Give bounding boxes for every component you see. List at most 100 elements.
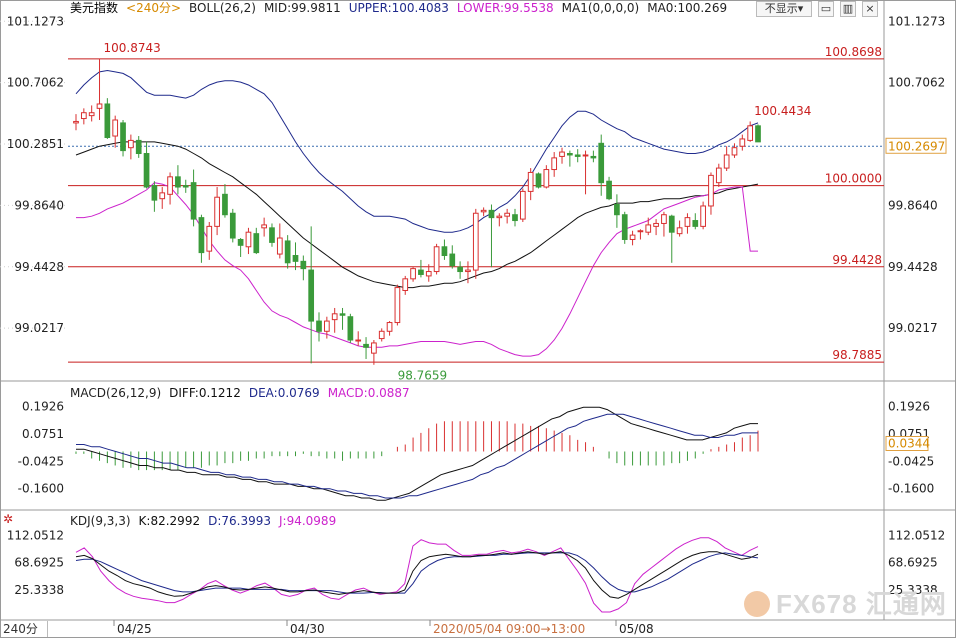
candle-body: [371, 342, 377, 354]
candle: [151, 181, 158, 212]
candle: [731, 143, 738, 158]
candle: [88, 105, 95, 122]
candle: [167, 172, 173, 205]
candle-body: [621, 214, 628, 240]
candle: [504, 208, 511, 224]
macd-name: MACD(26,12,9): [70, 386, 162, 400]
kdj-y-tick-right: 68.6925: [888, 556, 938, 570]
candle-body: [128, 139, 134, 149]
candle: [229, 208, 236, 243]
candle-body: [739, 138, 746, 147]
candle: [621, 211, 628, 244]
candle-body: [80, 112, 87, 120]
candle: [692, 213, 699, 230]
candle-body: [378, 330, 385, 340]
candle: [175, 165, 181, 195]
candle: [488, 204, 495, 268]
candle-body: [629, 234, 636, 240]
candle-body: [347, 316, 354, 341]
candle: [214, 187, 220, 236]
candle-body: [112, 119, 119, 137]
candle: [284, 235, 291, 269]
candle-body: [590, 155, 597, 159]
macd-y-tick: 0.1926: [22, 400, 64, 414]
candle-body: [410, 268, 416, 280]
candle: [700, 201, 706, 230]
candle: [598, 134, 605, 196]
candle: [292, 242, 299, 271]
candle: [323, 316, 330, 339]
candle: [512, 208, 518, 227]
candle: [355, 331, 362, 346]
candle-body: [198, 217, 205, 254]
ma0-value: MA0:100.269: [647, 1, 728, 15]
candle-body: [527, 171, 534, 192]
candle: [715, 163, 722, 188]
candle-body: [135, 139, 142, 155]
macd-y-tick: 0.0751: [22, 427, 64, 441]
candle: [96, 58, 103, 120]
candle: [472, 208, 479, 279]
close-icon[interactable]: ×: [862, 1, 878, 17]
candle: [708, 172, 714, 215]
y-tick-label: 99.8640: [14, 198, 64, 212]
candle-body: [441, 246, 448, 257]
macd-diff: DIFF:0.1212: [169, 386, 241, 400]
candle: [614, 194, 620, 228]
date-label: 04/30: [290, 622, 325, 636]
candle: [73, 114, 79, 131]
candle: [206, 222, 213, 260]
upper-value: UPPER:100.4083: [348, 1, 449, 15]
candle: [684, 213, 691, 234]
candle: [190, 169, 197, 227]
candle-body: [175, 176, 181, 188]
macd-last-label: 0.0344: [888, 436, 930, 450]
candle: [410, 267, 416, 282]
candle-body: [261, 224, 267, 229]
kdj-d-line: [75, 552, 759, 594]
kdj-k-line: [75, 551, 759, 599]
minimize-icon[interactable]: ▭: [818, 1, 834, 17]
candle-body: [723, 154, 730, 169]
candle-body: [269, 227, 275, 243]
candle: [480, 207, 487, 217]
candle: [347, 313, 354, 343]
candle-body: [182, 185, 189, 188]
boll-upper-line: [75, 69, 759, 233]
candle: [245, 227, 252, 255]
watermark-logo-icon: [744, 591, 770, 617]
candle: [269, 223, 275, 247]
candle-body: [355, 339, 362, 342]
candle: [276, 223, 283, 259]
candle: [606, 176, 612, 201]
candle: [261, 217, 267, 237]
candle-body: [700, 205, 706, 227]
candle-body: [637, 230, 644, 233]
candle: [339, 307, 346, 330]
level-label: 100.0000: [825, 172, 882, 186]
main-legend: 美元指数 <240分> BOLL(26,2) MID:99.9811 UPPER:100…: [70, 1, 735, 15]
candle: [496, 213, 503, 227]
kdj-d: D:76.3993: [208, 514, 271, 528]
macd-last-box: [885, 435, 929, 451]
layout-icon[interactable]: ▥: [840, 1, 856, 17]
candle-body: [402, 278, 409, 291]
candle: [418, 259, 424, 278]
candle: [253, 227, 260, 255]
candle: [465, 261, 471, 284]
candle: [104, 98, 111, 139]
candle-body: [323, 320, 330, 332]
candle-body: [559, 151, 565, 157]
candle: [590, 150, 597, 163]
settings-icon[interactable]: ✲: [3, 512, 14, 526]
hide-dropdown[interactable]: 不显示▾: [756, 1, 812, 17]
period-selector[interactable]: 240分: [0, 621, 48, 637]
candle-body: [504, 212, 511, 217]
candle-body: [676, 227, 683, 235]
last-price-label: 100.2697: [888, 139, 945, 153]
candle-body: [645, 224, 652, 233]
candle: [457, 261, 463, 279]
candle-body: [316, 320, 322, 332]
